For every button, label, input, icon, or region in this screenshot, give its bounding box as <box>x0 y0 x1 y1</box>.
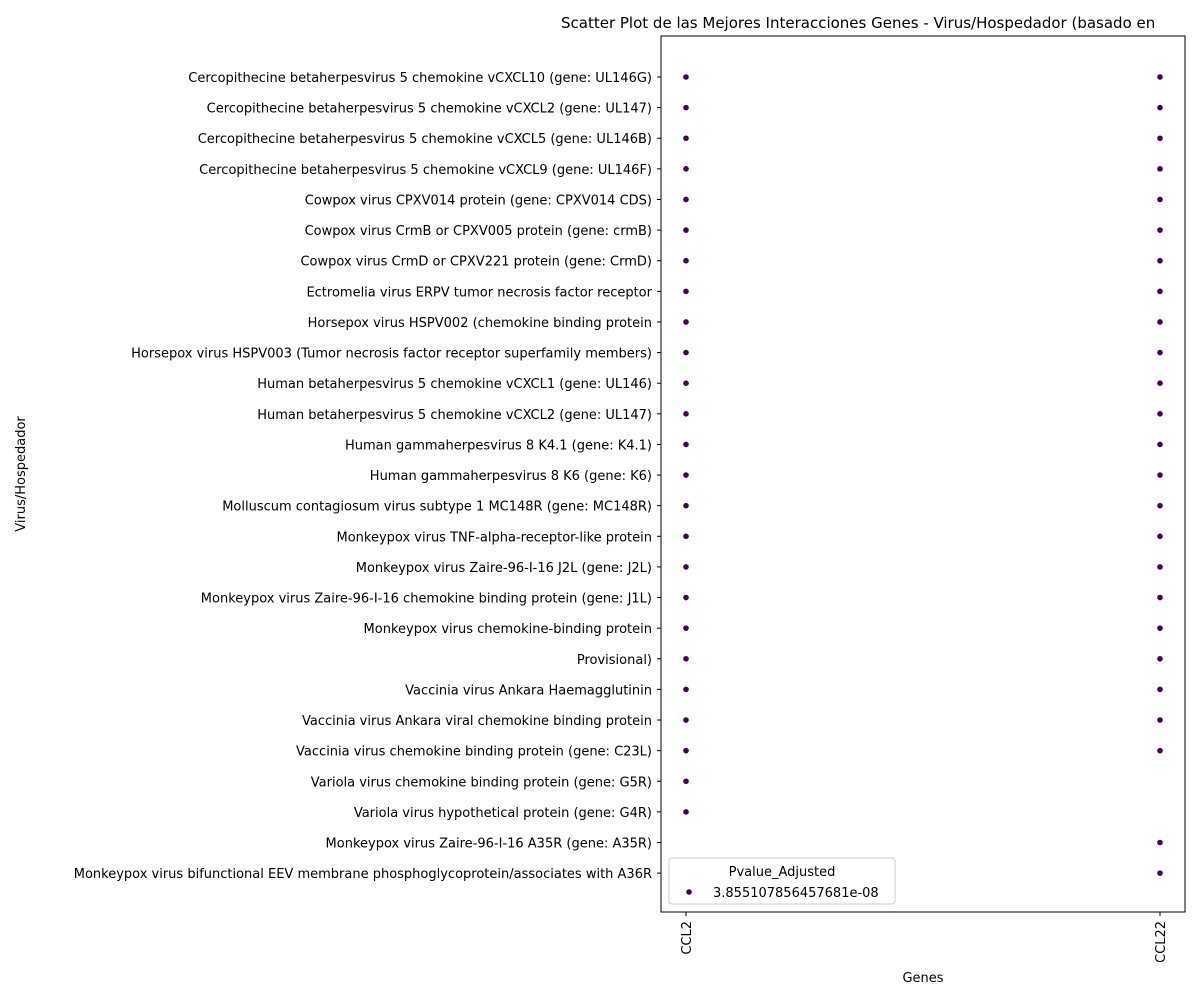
data-point <box>1157 594 1163 601</box>
data-point <box>683 196 689 203</box>
data-point <box>1157 839 1163 846</box>
data-point <box>683 411 689 417</box>
legend: Pvalue_Adjusted 3.855107856457681e-08 <box>668 857 896 905</box>
legend-box <box>668 857 896 905</box>
data-point <box>1157 870 1163 876</box>
data-point <box>683 809 689 815</box>
data-point <box>683 655 689 662</box>
data-point <box>1157 104 1163 111</box>
y-tick-label: Cowpox virus CrmB or CPXV005 protein (ge… <box>305 224 652 239</box>
y-tick-label: Monkeypox virus Zaire-96-I-16 chemokine … <box>201 592 652 607</box>
data-point <box>683 502 689 509</box>
data-point <box>1157 441 1163 448</box>
x-axis: CCL2 CCL22 <box>680 912 1169 963</box>
y-tick-label: Vaccinia virus Ankara viral chemokine bi… <box>302 714 652 729</box>
y-tick-label: Monkeypox virus Zaire-96-I-16 A35R (gene… <box>326 837 652 852</box>
legend-marker <box>686 889 692 895</box>
y-tick-label: Monkeypox virus bifunctional EEV membran… <box>74 867 652 882</box>
data-point <box>1157 502 1163 509</box>
data-point <box>683 227 689 233</box>
y-tick-label: Monkeypox virus TNF-alpha-receptor-like … <box>337 530 653 545</box>
y-tick-label: Vaccinia virus Ankara Haemagglutinin <box>405 683 652 698</box>
data-point <box>683 747 689 754</box>
data-point <box>683 319 689 325</box>
data-point <box>683 135 689 142</box>
y-tick-label: Horsepox virus HSPV003 (Tumor necrosis f… <box>131 347 652 362</box>
y-tick-label: Variola virus hypothetical protein (gene… <box>354 806 652 821</box>
data-point <box>1157 227 1163 233</box>
data-point <box>1157 74 1163 80</box>
data-point <box>683 257 689 264</box>
y-tick-label: Human betaherpesvirus 5 chemokine vCXCL1… <box>257 377 652 392</box>
y-tick-label: Cercopithecine betaherpesvirus 5 chemoki… <box>198 132 652 147</box>
data-points <box>683 74 1163 876</box>
data-point <box>1157 411 1163 417</box>
data-point <box>683 74 689 80</box>
data-point <box>1157 472 1163 478</box>
data-point <box>683 288 689 295</box>
data-point <box>683 380 689 387</box>
data-point <box>1157 349 1163 356</box>
x-axis-title: Genes <box>902 971 943 986</box>
y-tick-label: Provisional) <box>577 653 652 668</box>
y-tick-label: Horsepox virus HSPV002 (chemokine bindin… <box>308 316 652 331</box>
data-point <box>683 441 689 448</box>
data-point <box>1157 655 1163 662</box>
y-tick-label: Molluscum contagiosum virus subtype 1 MC… <box>222 500 652 515</box>
data-point <box>683 594 689 601</box>
y-tick-label: Human gammaherpesvirus 8 K6 (gene: K6) <box>370 469 652 484</box>
y-tick-label: Cowpox virus CrmD or CPXV221 protein (ge… <box>300 255 652 270</box>
data-point <box>1157 166 1163 172</box>
data-point <box>683 472 689 478</box>
y-tick-label: Ectromelia virus ERPV tumor necrosis fac… <box>306 285 652 300</box>
legend-title: Pvalue_Adjusted <box>729 865 836 880</box>
data-point <box>683 625 689 631</box>
data-point <box>1157 135 1163 142</box>
y-tick-label: Monkeypox virus Zaire-96-I-16 J2L (gene:… <box>356 561 652 576</box>
data-point <box>683 104 689 111</box>
data-point <box>1157 564 1163 570</box>
y-tick-label: Cercopithecine betaherpesvirus 5 chemoki… <box>207 102 652 117</box>
data-point <box>683 717 689 723</box>
data-point <box>1157 196 1163 203</box>
data-point <box>1157 319 1163 325</box>
y-tick-label: Cercopithecine betaherpesvirus 5 chemoki… <box>188 71 652 86</box>
data-point <box>1157 533 1163 540</box>
legend-entry: 3.855107856457681e-08 <box>713 886 879 901</box>
data-point <box>1157 686 1163 693</box>
x-tick-label: CCL2 <box>680 921 695 955</box>
data-point <box>1157 625 1163 631</box>
data-point <box>1157 717 1163 723</box>
data-point <box>1157 257 1163 264</box>
x-tick-label: CCL22 <box>1154 921 1169 963</box>
data-point <box>1157 288 1163 295</box>
y-axis: Cercopithecine betaherpesvirus 5 chemoki… <box>74 71 661 882</box>
y-tick-label: Cowpox virus CPXV014 protein (gene: CPXV… <box>305 193 652 208</box>
y-axis-title: Virus/Hospedador <box>14 416 29 532</box>
data-point <box>1157 380 1163 387</box>
y-tick-label: Human betaherpesvirus 5 chemokine vCXCL2… <box>257 408 652 423</box>
y-tick-label: Monkeypox virus chemokine-binding protei… <box>364 622 652 637</box>
data-point <box>683 686 689 693</box>
data-point <box>683 533 689 540</box>
data-point <box>683 778 689 785</box>
data-point <box>1157 747 1163 754</box>
y-tick-label: Vaccinia virus chemokine binding protein… <box>296 745 652 760</box>
y-tick-label: Cercopithecine betaherpesvirus 5 chemoki… <box>199 163 652 178</box>
data-point <box>683 349 689 356</box>
plot-area <box>660 35 1186 913</box>
y-tick-label: Variola virus chemokine binding protein … <box>311 775 652 790</box>
data-point <box>683 564 689 570</box>
chart-title: Scatter Plot de las Mejores Interaccione… <box>561 14 1155 32</box>
data-point <box>683 166 689 172</box>
y-tick-label: Human gammaherpesvirus 8 K4.1 (gene: K4.… <box>345 438 652 453</box>
